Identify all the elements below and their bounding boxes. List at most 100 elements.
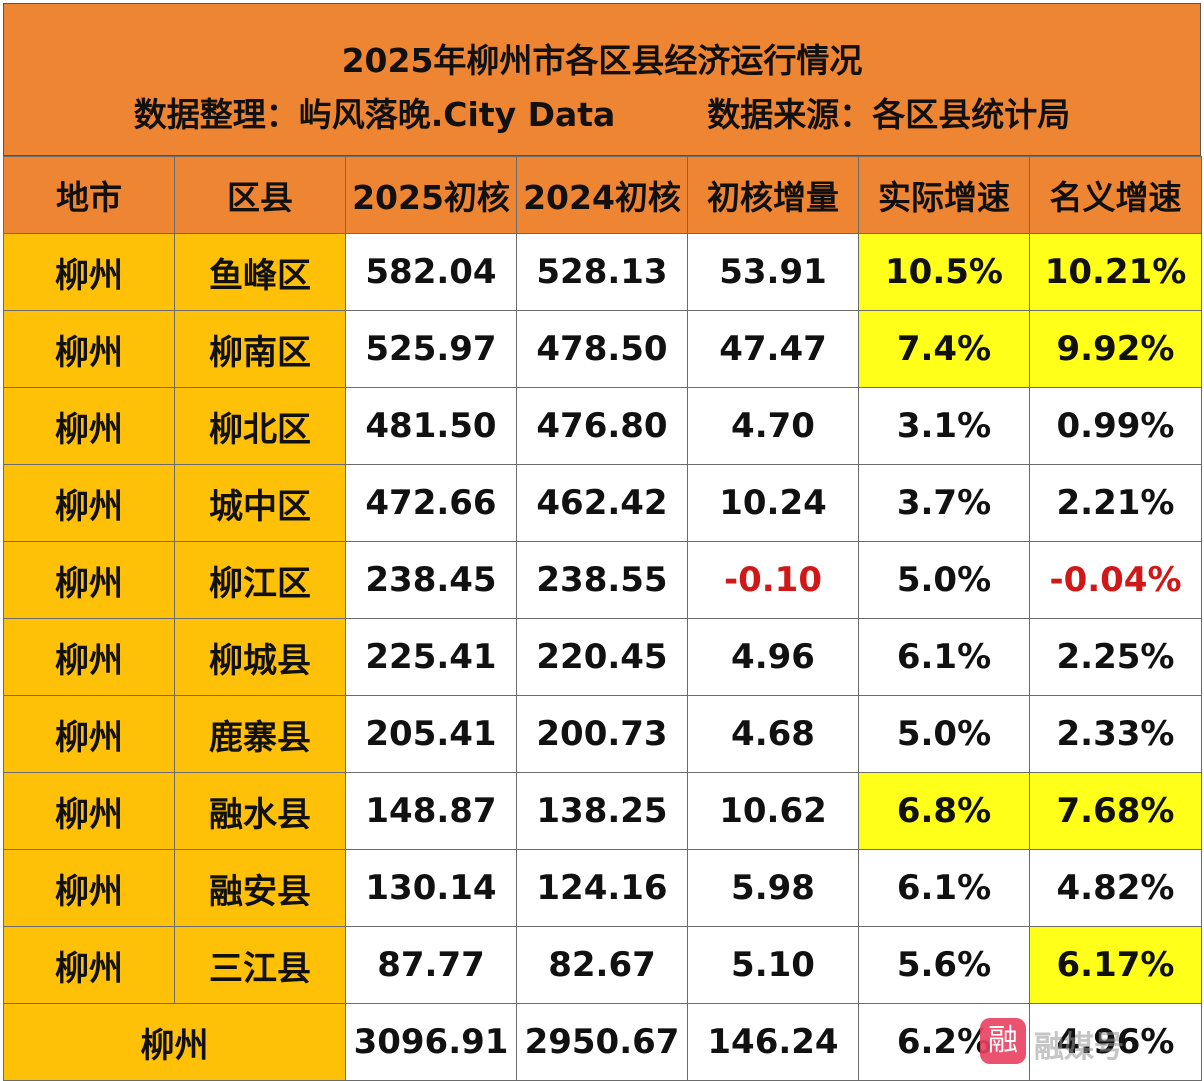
- table-row: 柳州 鹿寨县 205.41 200.73 4.68 5.0% 2.33%: [3, 695, 1202, 773]
- title-banner: 2025年柳州市各区县经济运行情况 数据整理：屿风落晚.City Data 数据…: [3, 3, 1201, 156]
- header-real-growth: 实际增速: [858, 156, 1030, 234]
- table-row: 柳州 柳江区 238.45 238.55 -0.10 5.0% -0.04%: [3, 541, 1202, 619]
- district-cell: 柳南区: [174, 310, 346, 388]
- district-cell: 鹿寨县: [174, 695, 346, 773]
- value-2025-cell: 525.97: [345, 310, 517, 388]
- nominal-growth-cell: 10.21%: [1029, 233, 1202, 311]
- increase-cell: 47.47: [687, 310, 859, 388]
- value-2024-cell: 238.55: [516, 541, 688, 619]
- district-cell: 融安县: [174, 849, 346, 927]
- table-row: 柳州 三江县 87.77 82.67 5.10 5.6% 6.17%: [3, 926, 1202, 1004]
- nominal-growth-cell: 0.99%: [1029, 387, 1202, 465]
- increase-cell: 10.62: [687, 772, 859, 850]
- value-2024-cell: 462.42: [516, 464, 688, 542]
- real-growth-cell: 3.1%: [858, 387, 1030, 465]
- header-2025: 2025初核: [345, 156, 517, 234]
- total-2025-cell: 3096.91: [345, 1003, 517, 1081]
- nominal-growth-cell: 7.68%: [1029, 772, 1202, 850]
- table-row: 柳州 柳北区 481.50 476.80 4.70 3.1% 0.99%: [3, 387, 1202, 465]
- total-city-cell: 柳州: [3, 1003, 346, 1081]
- table-row: 柳州 融安县 130.14 124.16 5.98 6.1% 4.82%: [3, 849, 1202, 927]
- increase-cell: 5.98: [687, 849, 859, 927]
- real-growth-cell: 3.7%: [858, 464, 1030, 542]
- city-cell: 柳州: [3, 233, 175, 311]
- header-city: 地市: [3, 156, 175, 234]
- value-2025-cell: 148.87: [345, 772, 517, 850]
- value-2025-cell: 481.50: [345, 387, 517, 465]
- economic-data-table: 地市 区县 2025初核 2024初核 初核增量 实际增速 名义增速 柳州 鱼峰…: [3, 156, 1202, 1081]
- value-2024-cell: 138.25: [516, 772, 688, 850]
- city-cell: 柳州: [3, 772, 175, 850]
- district-cell: 柳城县: [174, 618, 346, 696]
- nominal-growth-cell: 6.17%: [1029, 926, 1202, 1004]
- increase-cell-negative: -0.10: [687, 541, 859, 619]
- value-2024-cell: 124.16: [516, 849, 688, 927]
- value-2025-cell: 225.41: [345, 618, 517, 696]
- city-cell: 柳州: [3, 541, 175, 619]
- table-row: 柳州 鱼峰区 582.04 528.13 53.91 10.5% 10.21%: [3, 233, 1202, 311]
- page-title: 2025年柳州市各区县经济运行情况: [341, 41, 863, 80]
- value-2025-cell: 130.14: [345, 849, 517, 927]
- nominal-growth-cell: 4.82%: [1029, 849, 1202, 927]
- nominal-growth-cell: 2.33%: [1029, 695, 1202, 773]
- increase-cell: 4.96: [687, 618, 859, 696]
- city-cell: 柳州: [3, 695, 175, 773]
- city-cell: 柳州: [3, 387, 175, 465]
- real-growth-cell: 6.1%: [858, 618, 1030, 696]
- increase-cell: 53.91: [687, 233, 859, 311]
- nominal-growth-cell-negative: -0.04%: [1029, 541, 1202, 619]
- header-increase: 初核增量: [687, 156, 859, 234]
- increase-cell: 4.68: [687, 695, 859, 773]
- value-2025-cell: 472.66: [345, 464, 517, 542]
- table-total-row: 柳州 3096.91 2950.67 146.24 6.2% 4.96%: [3, 1003, 1202, 1081]
- value-2025-cell: 582.04: [345, 233, 517, 311]
- value-2025-cell: 205.41: [345, 695, 517, 773]
- increase-cell: 5.10: [687, 926, 859, 1004]
- subtitle-gap: [615, 95, 707, 134]
- header-district: 区县: [174, 156, 346, 234]
- district-cell: 鱼峰区: [174, 233, 346, 311]
- data-source: 数据来源：各区县统计局: [707, 95, 1071, 134]
- real-growth-cell: 5.0%: [858, 541, 1030, 619]
- city-cell: 柳州: [3, 849, 175, 927]
- nominal-growth-cell: 2.25%: [1029, 618, 1202, 696]
- increase-cell: 10.24: [687, 464, 859, 542]
- real-growth-cell: 5.6%: [858, 926, 1030, 1004]
- value-2024-cell: 82.67: [516, 926, 688, 1004]
- real-growth-cell: 7.4%: [858, 310, 1030, 388]
- value-2025-cell: 238.45: [345, 541, 517, 619]
- table-row: 柳州 柳城县 225.41 220.45 4.96 6.1% 2.25%: [3, 618, 1202, 696]
- real-growth-cell: 6.8%: [858, 772, 1030, 850]
- data-compiler: 数据整理：屿风落晚.City Data: [133, 95, 616, 134]
- city-cell: 柳州: [3, 618, 175, 696]
- value-2024-cell: 476.80: [516, 387, 688, 465]
- real-growth-cell: 10.5%: [858, 233, 1030, 311]
- city-cell: 柳州: [3, 464, 175, 542]
- district-cell: 三江县: [174, 926, 346, 1004]
- district-cell: 柳北区: [174, 387, 346, 465]
- header-2024: 2024初核: [516, 156, 688, 234]
- total-increase-cell: 146.24: [687, 1003, 859, 1081]
- value-2024-cell: 220.45: [516, 618, 688, 696]
- table-header-row: 地市 区县 2025初核 2024初核 初核增量 实际增速 名义增速: [3, 156, 1202, 234]
- value-2025-cell: 87.77: [345, 926, 517, 1004]
- subtitle: 数据整理：屿风落晚.City Data 数据来源：各区县统计局: [4, 88, 1200, 136]
- district-cell: 柳江区: [174, 541, 346, 619]
- value-2024-cell: 528.13: [516, 233, 688, 311]
- table-row: 柳州 融水县 148.87 138.25 10.62 6.8% 7.68%: [3, 772, 1202, 850]
- city-cell: 柳州: [3, 926, 175, 1004]
- real-growth-cell: 6.1%: [858, 849, 1030, 927]
- table-row: 柳州 城中区 472.66 462.42 10.24 3.7% 2.21%: [3, 464, 1202, 542]
- total-nominal-growth-cell: 4.96%: [1029, 1003, 1202, 1081]
- table-row: 柳州 柳南区 525.97 478.50 47.47 7.4% 9.92%: [3, 310, 1202, 388]
- city-cell: 柳州: [3, 310, 175, 388]
- district-cell: 城中区: [174, 464, 346, 542]
- nominal-growth-cell: 2.21%: [1029, 464, 1202, 542]
- total-2024-cell: 2950.67: [516, 1003, 688, 1081]
- real-growth-cell: 5.0%: [858, 695, 1030, 773]
- header-nominal-growth: 名义增速: [1029, 156, 1202, 234]
- nominal-growth-cell: 9.92%: [1029, 310, 1202, 388]
- total-real-growth-cell: 6.2%: [858, 1003, 1030, 1081]
- district-cell: 融水县: [174, 772, 346, 850]
